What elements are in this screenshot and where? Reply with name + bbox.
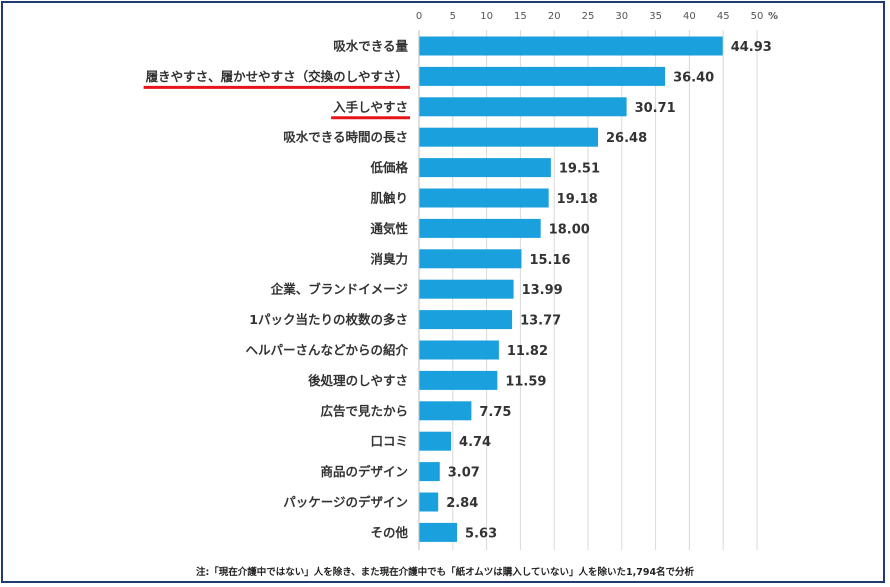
bar <box>419 66 666 86</box>
bar <box>419 249 522 269</box>
category-label: 低価格 <box>369 160 408 175</box>
bar <box>419 36 723 56</box>
category-label: 企業、ブランドイメージ <box>270 282 409 297</box>
category-label: 後処理のしやすさ <box>308 373 408 388</box>
value-label: 5.63 <box>465 526 497 541</box>
bar <box>419 218 541 238</box>
bar <box>419 340 499 360</box>
x-tick-label: 25 <box>582 11 595 22</box>
value-label: 30.71 <box>635 101 676 116</box>
value-label: 36.40 <box>673 70 714 85</box>
category-label: 広告で見たから <box>320 403 408 418</box>
value-label: 4.74 <box>459 435 491 450</box>
x-tick-label: 30 <box>615 11 628 22</box>
x-tick-label: 20 <box>548 11 561 22</box>
x-tick-label: 0 <box>416 11 422 22</box>
value-label: 26.48 <box>606 131 647 146</box>
value-label: 19.18 <box>557 192 598 207</box>
bar <box>419 310 513 330</box>
bar <box>419 158 551 178</box>
category-label: 吸水できる量 <box>333 39 408 54</box>
category-label: 1パック当たりの枚数の多さ <box>249 312 408 327</box>
category-label: ヘルパーさんなどからの紹介 <box>245 343 408 358</box>
value-label: 11.59 <box>505 374 546 389</box>
value-label: 19.51 <box>559 162 600 177</box>
value-label: 13.77 <box>520 314 561 329</box>
footnote: 注:「現在介護中ではない」人を除き、また現在介護中でも「紙オムツは購入していない… <box>195 567 695 578</box>
value-label: 15.16 <box>529 253 570 268</box>
bar <box>419 279 514 299</box>
bar <box>419 97 627 117</box>
x-tick-label: 40 <box>683 11 696 22</box>
bar <box>419 431 452 451</box>
bar <box>419 492 439 512</box>
bar <box>419 370 498 390</box>
x-tick-label: 10 <box>480 11 493 22</box>
category-label: その他 <box>370 525 408 540</box>
x-tick-label: 15 <box>514 11 527 22</box>
value-label: 44.93 <box>731 40 772 55</box>
bar <box>419 462 440 482</box>
value-label: 7.75 <box>479 405 511 420</box>
bar <box>419 401 472 421</box>
x-axis-unit-label: % <box>768 11 778 22</box>
bar <box>419 127 599 147</box>
value-label: 18.00 <box>549 222 590 237</box>
x-tick-label: 35 <box>649 11 662 22</box>
value-label: 13.99 <box>522 283 563 298</box>
category-label: パッケージのデザイン <box>283 495 408 510</box>
value-label: 3.07 <box>448 466 480 481</box>
category-label: 通気性 <box>370 221 408 236</box>
x-tick-label: 5 <box>450 11 456 22</box>
category-label: 吸水できる時間の長さ <box>283 130 408 145</box>
category-label: 口コミ <box>370 434 408 449</box>
bar <box>419 188 549 208</box>
category-label: 履きやすさ、履かせやすさ（交換のしやすさ） <box>145 69 408 84</box>
category-label: 商品のデザイン <box>320 464 408 479</box>
category-label: 消臭力 <box>370 251 408 266</box>
x-tick-label: 50 <box>751 11 764 22</box>
x-tick-label: 45 <box>717 11 730 22</box>
category-label: 肌触り <box>369 191 408 206</box>
value-label: 2.84 <box>446 496 478 511</box>
bar <box>419 522 458 542</box>
value-label: 11.82 <box>507 344 548 359</box>
category-label: 入手しやすさ <box>333 99 408 114</box>
